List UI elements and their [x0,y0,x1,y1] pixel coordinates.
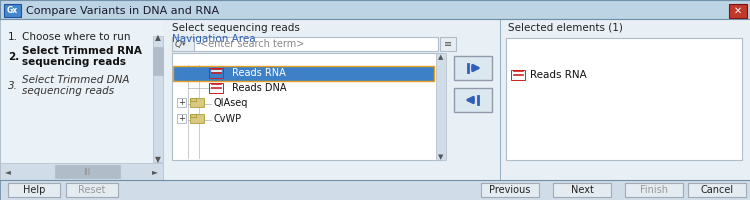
Bar [0,163,163,180]
Text: Navigation Area: Navigation Area [172,34,256,44]
Text: ▲: ▲ [155,33,161,43]
Bar [440,37,456,51]
Text: Next: Next [571,185,593,195]
Text: |||: ||| [83,168,91,175]
Text: Reset: Reset [78,185,106,195]
Text: ◄: ◄ [5,167,11,176]
Text: <enter search term>: <enter search term> [200,39,304,49]
Text: Cancel: Cancel [700,185,734,195]
Bar [153,47,163,75]
Text: Choose where to run: Choose where to run [22,32,130,42]
Bar [177,98,186,107]
Bar [8,183,60,197]
Bar [454,56,492,80]
Bar [4,4,21,17]
Bar [190,98,204,107]
Text: ▲: ▲ [438,54,444,60]
Text: Previous: Previous [489,185,531,195]
Text: Reads RNA: Reads RNA [232,68,286,78]
Bar [209,68,223,78]
Text: Gx: Gx [7,6,18,15]
Bar [66,183,118,197]
Bar [190,114,204,123]
Text: ▾: ▾ [182,41,186,47]
Bar [454,88,492,112]
Bar [500,19,750,180]
Text: Reads DNA: Reads DNA [232,83,286,93]
Text: +: + [178,114,185,123]
Text: sequencing reads: sequencing reads [22,86,114,96]
Text: +: + [178,98,185,107]
Bar [0,180,750,200]
Bar [190,114,196,117]
Bar [55,165,120,178]
Text: 2.: 2. [8,52,20,62]
Bar [190,98,196,101]
Bar [209,83,223,93]
Text: ▼: ▼ [155,156,161,164]
Text: CvWP: CvWP [213,114,242,123]
Text: Selected elements (1): Selected elements (1) [508,23,622,33]
Text: Select Trimmed RNA: Select Trimmed RNA [22,46,142,56]
Bar [688,183,746,197]
Text: 1.: 1. [8,32,18,42]
Bar [172,53,442,160]
Bar [511,70,525,80]
Bar [0,19,750,180]
Text: sequencing reads: sequencing reads [22,57,126,67]
Text: Finish: Finish [640,185,668,195]
Text: QIAseq: QIAseq [213,98,248,108]
Text: ✕: ✕ [734,6,742,16]
Bar [177,114,186,123]
Bar [553,183,611,197]
Bar [506,38,742,160]
Bar [172,37,194,51]
Text: Select Trimmed DNA: Select Trimmed DNA [22,75,130,85]
Bar [0,19,163,180]
Text: ►: ► [152,167,158,176]
Bar [729,4,747,18]
Bar [0,0,750,19]
Text: ≡: ≡ [444,39,452,49]
Text: Help: Help [22,185,45,195]
Bar [172,37,438,51]
Bar [153,36,163,162]
Text: 3.: 3. [8,81,18,91]
Text: Select sequencing reads: Select sequencing reads [172,23,300,33]
Bar [481,183,539,197]
Text: ▼: ▼ [438,154,444,160]
Bar [436,53,446,160]
Text: Reads RNA: Reads RNA [530,70,586,80]
Bar [625,183,683,197]
Text: Q: Q [175,40,181,48]
Text: Compare Variants in DNA and RNA: Compare Variants in DNA and RNA [26,5,219,16]
Bar [163,19,503,180]
Bar [173,66,434,81]
